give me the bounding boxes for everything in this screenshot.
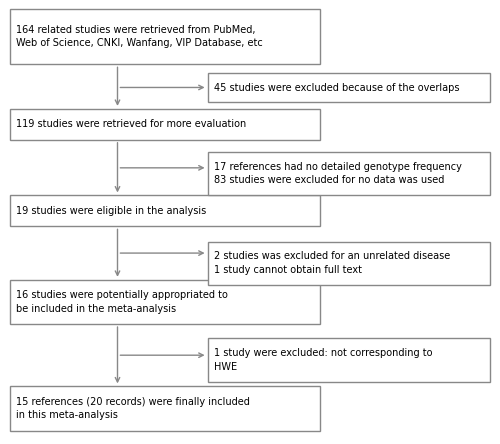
FancyBboxPatch shape xyxy=(208,338,490,382)
FancyBboxPatch shape xyxy=(10,386,320,431)
Text: 19 studies were eligible in the analysis: 19 studies were eligible in the analysis xyxy=(16,206,207,216)
FancyBboxPatch shape xyxy=(10,9,320,64)
FancyBboxPatch shape xyxy=(208,73,490,102)
Text: 45 studies were excluded because of the overlaps: 45 studies were excluded because of the … xyxy=(214,83,460,93)
FancyBboxPatch shape xyxy=(10,195,320,226)
Text: 2 studies was excluded for an unrelated disease
1 study cannot obtain full text: 2 studies was excluded for an unrelated … xyxy=(214,251,450,275)
Text: 164 related studies were retrieved from PubMed,
Web of Science, CNKI, Wanfang, V: 164 related studies were retrieved from … xyxy=(16,25,263,48)
Text: 119 studies were retrieved for more evaluation: 119 studies were retrieved for more eval… xyxy=(16,119,247,129)
Text: 16 studies were potentially appropriated to
be included in the meta-analysis: 16 studies were potentially appropriated… xyxy=(16,290,229,314)
FancyBboxPatch shape xyxy=(208,242,490,285)
FancyBboxPatch shape xyxy=(10,280,320,324)
Text: 1 study were excluded: not corresponding to
HWE: 1 study were excluded: not corresponding… xyxy=(214,348,432,372)
FancyBboxPatch shape xyxy=(10,109,320,140)
FancyBboxPatch shape xyxy=(208,152,490,195)
Text: 17 references had no detailed genotype frequency
83 studies were excluded for no: 17 references had no detailed genotype f… xyxy=(214,162,462,186)
Text: 15 references (20 records) were finally included
in this meta-analysis: 15 references (20 records) were finally … xyxy=(16,396,250,420)
